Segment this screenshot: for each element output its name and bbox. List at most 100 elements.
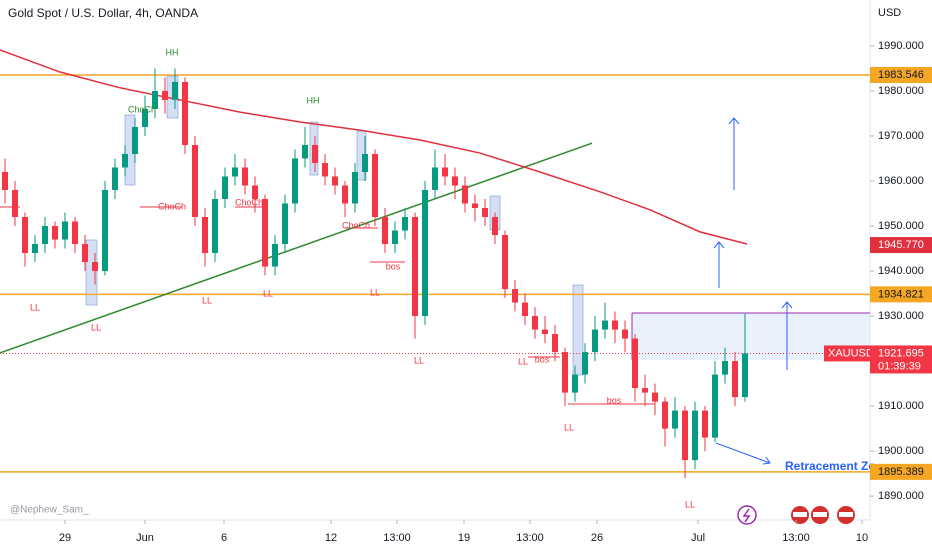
candle-body xyxy=(102,189,108,272)
x-tick-label: 6 xyxy=(221,532,227,544)
symbol-label-bg xyxy=(824,345,870,362)
candle-body xyxy=(232,167,238,177)
candle-body xyxy=(322,162,328,177)
last-price-bg xyxy=(870,345,932,374)
candle-body xyxy=(452,176,458,186)
candle-body xyxy=(332,176,338,186)
arrows xyxy=(713,117,793,465)
candle-body xyxy=(402,217,408,231)
candle-body xyxy=(32,244,38,254)
level-label: 1934.821 xyxy=(878,288,924,300)
x-tick-label: 12 xyxy=(325,532,337,544)
annotation: LL xyxy=(685,499,695,509)
countdown: 01:39:39 xyxy=(878,360,921,372)
candle-body xyxy=(702,410,708,438)
candle-body xyxy=(192,144,198,218)
candle-body xyxy=(742,353,748,398)
x-tick-label: 13:00 xyxy=(383,532,411,544)
last-price: 1921.695 xyxy=(878,347,924,359)
candle-body xyxy=(532,316,538,330)
candle-body xyxy=(112,167,118,190)
candle-body xyxy=(422,189,428,317)
annotation: bos xyxy=(535,354,550,364)
candle-body xyxy=(222,176,228,199)
x-tick-label: 26 xyxy=(591,532,603,544)
annotation: ChoCh xyxy=(342,220,370,230)
y-tick-label: 1970.000 xyxy=(878,130,924,142)
candle-body xyxy=(72,221,78,245)
candle-body xyxy=(492,217,498,236)
y-tick-label: 1990.000 xyxy=(878,40,924,52)
x-tick-label: Jun xyxy=(136,532,154,544)
footer-icons xyxy=(737,505,855,525)
candle-body xyxy=(302,144,308,159)
level-label-bg xyxy=(870,286,932,303)
candle-body xyxy=(312,144,318,163)
candle-body xyxy=(12,189,18,218)
y-tick-label: 1960.000 xyxy=(878,175,924,187)
annotation: LL xyxy=(202,295,212,305)
candle-body xyxy=(462,185,468,204)
currency: USD xyxy=(878,7,901,19)
y-tick-label: 1940.000 xyxy=(878,265,924,277)
candle-body xyxy=(552,334,558,353)
candle-body xyxy=(2,171,8,190)
annotation: LL xyxy=(518,356,528,366)
candle-body xyxy=(92,262,98,272)
candle-body xyxy=(252,185,258,199)
x-tick-label: 29 xyxy=(59,532,71,544)
annotation: LL xyxy=(30,302,40,312)
candle-body xyxy=(522,302,528,317)
price-axis-bg xyxy=(870,0,932,550)
y-tick-label: 1890.000 xyxy=(878,490,924,502)
candle-body xyxy=(542,329,548,335)
x-tick-label: 13:00 xyxy=(782,532,810,544)
annotation: LL xyxy=(91,322,101,332)
candle-body xyxy=(632,338,638,389)
candle-body xyxy=(512,289,518,303)
symbol-label: XAUUSD xyxy=(828,347,874,359)
candle-body xyxy=(562,352,568,393)
candle-body xyxy=(672,410,678,429)
x-tick-label: 19 xyxy=(458,532,470,544)
candle-body xyxy=(612,320,618,330)
candle-body xyxy=(52,226,58,240)
candle-body xyxy=(382,217,388,245)
candle-body xyxy=(82,244,88,263)
ma-label-bg xyxy=(870,237,932,254)
candle-body xyxy=(242,167,248,186)
annotation: ChoCh xyxy=(158,201,186,211)
annotation: LL xyxy=(370,287,380,297)
y-tick-label: 1910.000 xyxy=(878,400,924,412)
candle-body xyxy=(392,230,398,245)
watermark: @Nephew_Sam_ xyxy=(10,505,89,516)
candle-body xyxy=(262,198,268,267)
candle-body xyxy=(42,226,48,245)
candle-body xyxy=(582,352,588,375)
x-tick-label: 10 xyxy=(856,532,868,544)
candle-body xyxy=(662,401,668,429)
candle-body xyxy=(642,388,648,393)
candle-body xyxy=(342,185,348,204)
annotation: LL xyxy=(414,355,424,365)
candle-body xyxy=(62,221,68,240)
candle-body xyxy=(472,203,478,208)
x-tick-label: 13:00 xyxy=(516,532,544,544)
chart-title: Gold Spot / U.S. Dollar, 4h, OANDA xyxy=(8,6,198,20)
candle-body xyxy=(622,329,628,339)
candle-body xyxy=(172,81,178,100)
moving-average xyxy=(0,49,748,245)
candle-body xyxy=(682,410,688,461)
annotation: ChoCh xyxy=(235,197,263,207)
y-tick-label: 1930.000 xyxy=(878,310,924,322)
annotation: ChoCh xyxy=(128,104,156,114)
candle-body xyxy=(142,108,148,127)
candle-body xyxy=(372,153,378,218)
level-label: 1983.546 xyxy=(878,69,924,81)
candle-body xyxy=(482,208,488,218)
candle-body xyxy=(362,153,368,172)
candle-body xyxy=(162,90,168,100)
y-tick-label: 1900.000 xyxy=(878,445,924,457)
trendline xyxy=(0,142,593,354)
